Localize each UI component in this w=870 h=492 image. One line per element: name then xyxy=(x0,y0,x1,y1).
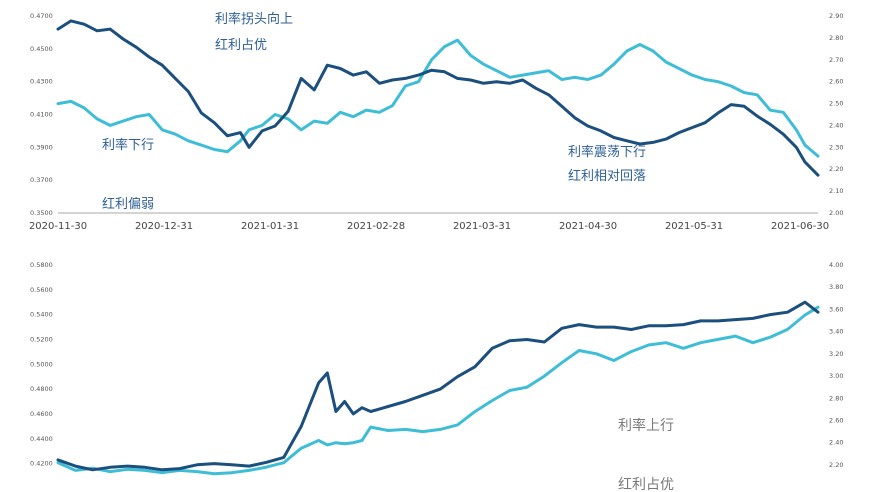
top-x-axis-ticks: 2020-11-30 2020-12-31 2021-01-31 2021-02-28… xyxy=(29,221,829,232)
x-tick-label: 2021-04-30 xyxy=(559,221,617,232)
top-left-tick-label: 0.3900 xyxy=(30,143,53,151)
anno-dividend-favored: 红利占优 xyxy=(215,37,267,53)
anno-rate-turn-up: 利率拐头向上 xyxy=(215,11,293,27)
bottom-right-tick-label: 4.00 xyxy=(829,261,843,269)
bottom-left-tick-label: 0.5200 xyxy=(30,335,53,343)
bottom-right-tick-label: 2.60 xyxy=(829,416,843,424)
top-right-tick-label: 2.90 xyxy=(829,12,843,20)
bottom-chart: 0.5800 0.5600 0.5400 0.5200 0.5000 0.4800 0.46… xyxy=(30,261,843,492)
top-series-group xyxy=(56,19,820,177)
top-chart: 0.4700 0.4500 0.4300 0.4100 0.3900 0.3700 0.35… xyxy=(29,11,844,232)
top-left-axis-ticks: 0.4700 0.4500 0.4300 0.4100 0.3900 0.3700 0.35… xyxy=(30,12,53,217)
top-dark-series-line xyxy=(56,19,820,177)
x-tick-label: 2021-06-30 xyxy=(771,221,829,232)
top-left-tick-label: 0.4300 xyxy=(30,78,53,86)
top-right-tick-label: 2.80 xyxy=(829,34,843,42)
top-right-tick-label: 2.20 xyxy=(829,165,843,173)
bottom-left-tick-label: 0.4600 xyxy=(30,410,53,418)
x-tick-label: 2021-02-28 xyxy=(347,221,405,232)
anno-rate-oscillate-down: 利率震荡下行 xyxy=(568,144,646,160)
anno-rate-down: 利率下行 xyxy=(102,137,154,153)
bottom-series-group xyxy=(56,300,820,476)
x-tick-label: 2021-01-31 xyxy=(241,221,299,232)
top-right-tick-label: 2.60 xyxy=(829,78,843,86)
top-right-tick-label: 2.50 xyxy=(829,100,843,108)
top-right-tick-label: 2.10 xyxy=(829,187,843,195)
anno-dividend-favored-2: 红利占优 xyxy=(618,477,674,492)
bottom-left-tick-label: 0.4800 xyxy=(30,385,53,393)
bottom-right-tick-label: 3.80 xyxy=(829,283,843,291)
x-tick-label: 2021-05-31 xyxy=(665,221,723,232)
bottom-left-tick-label: 0.5800 xyxy=(30,261,53,269)
bottom-right-tick-label: 3.60 xyxy=(829,305,843,313)
top-light-series-line xyxy=(56,38,820,158)
bottom-right-axis-ticks: 4.00 3.80 3.60 3.40 3.20 3.00 2.80 2.60 2.40 2.20 xyxy=(829,261,843,469)
top-right-tick-label: 2.00 xyxy=(829,209,843,217)
bottom-right-tick-label: 3.20 xyxy=(829,350,843,358)
bottom-left-tick-label: 0.5400 xyxy=(30,311,53,319)
anno-rate-up: 利率上行 xyxy=(618,417,674,434)
top-left-tick-label: 0.4500 xyxy=(30,45,53,53)
top-right-tick-label: 2.70 xyxy=(829,56,843,64)
top-right-tick-label: 2.40 xyxy=(829,121,843,129)
bottom-dark-series-line xyxy=(56,300,820,472)
bottom-right-tick-label: 2.80 xyxy=(829,394,843,402)
bottom-right-tick-label: 2.20 xyxy=(829,461,843,469)
top-left-tick-label: 0.3500 xyxy=(30,209,53,217)
x-tick-label: 2020-11-30 xyxy=(29,221,87,232)
bottom-left-tick-label: 0.4400 xyxy=(30,435,53,443)
bottom-left-tick-label: 0.5000 xyxy=(30,360,53,368)
anno-dividend-weak: 红利偏弱 xyxy=(102,196,154,212)
bottom-right-tick-label: 3.40 xyxy=(829,328,843,336)
top-left-tick-label: 0.3700 xyxy=(30,176,53,184)
x-tick-label: 2020-12-31 xyxy=(135,221,193,232)
top-right-tick-label: 2.30 xyxy=(829,143,843,151)
top-left-tick-label: 0.4100 xyxy=(30,111,53,119)
x-tick-label: 2021-03-31 xyxy=(453,221,511,232)
bottom-left-tick-label: 0.4200 xyxy=(30,460,53,468)
bottom-light-series-line xyxy=(56,305,820,476)
top-right-axis-ticks: 2.90 2.80 2.70 2.60 2.50 2.40 2.30 2.20 2.10 2.00 xyxy=(829,12,843,217)
bottom-left-axis-ticks: 0.5800 0.5600 0.5400 0.5200 0.5000 0.4800 0.46… xyxy=(30,261,53,468)
bottom-right-tick-label: 3.00 xyxy=(829,372,843,380)
top-left-tick-label: 0.4700 xyxy=(30,12,53,20)
bottom-right-tick-label: 2.40 xyxy=(829,439,843,447)
anno-dividend-relative-fall: 红利相对回落 xyxy=(568,168,646,184)
bottom-left-tick-label: 0.5600 xyxy=(30,286,53,294)
